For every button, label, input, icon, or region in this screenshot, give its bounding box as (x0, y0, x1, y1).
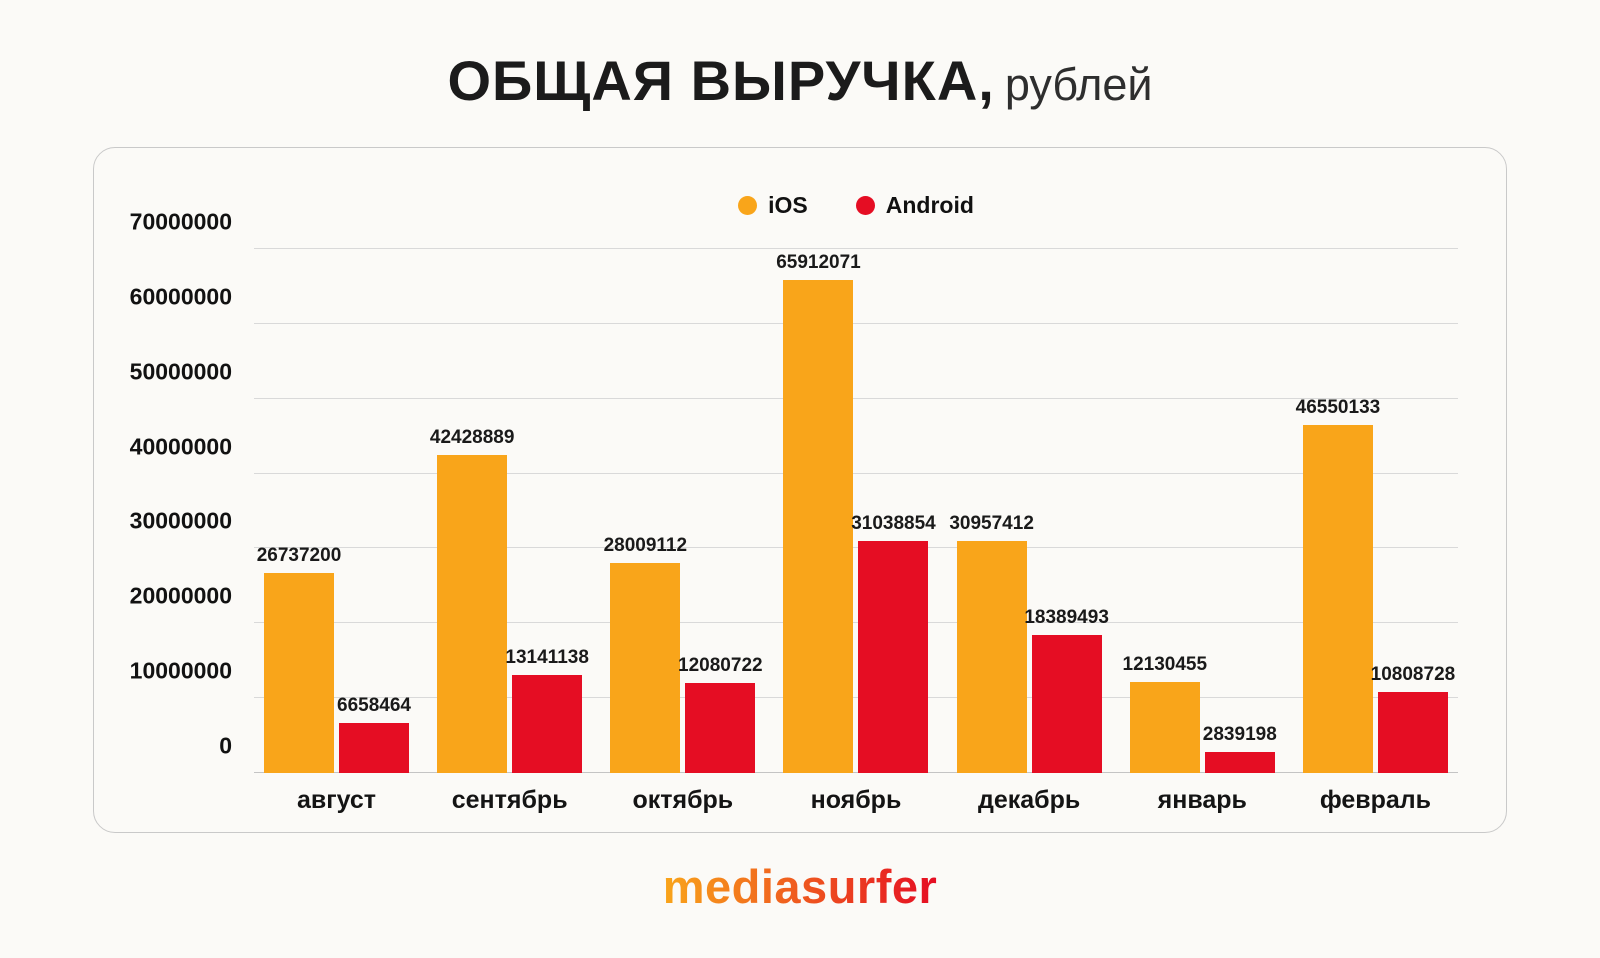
bar-ios: 12130455 (1123, 654, 1207, 773)
bars-layer: 26737200 6658464 август 42428889 13141138 сен… (254, 249, 1458, 814)
legend-dot-ios (738, 196, 758, 215)
bar-value-label: 18389493 (1024, 607, 1109, 629)
gridline (254, 322, 1458, 324)
bar-android: 13141138 (505, 647, 589, 773)
gridline (254, 622, 1458, 624)
y-axis-label: 30000000 (129, 507, 232, 534)
gridline (254, 472, 1458, 474)
legend-item-ios: iOS (738, 192, 808, 219)
bar-ios: 65912071 (776, 252, 861, 773)
bar-value-label: 65912071 (776, 251, 861, 273)
bar-value-label: 12080722 (678, 654, 763, 676)
bar-android: 12080722 (678, 655, 763, 773)
bar-group-ноябрь: 65912071 31038854 ноябрь (776, 249, 936, 814)
x-axis-label: август (296, 786, 377, 814)
x-axis-label: ноябрь (810, 786, 902, 814)
gridline (254, 397, 1458, 399)
page-title: ОБЩАЯ ВЫРУЧКА, рублей (0, 0, 1600, 113)
chart-card: iOS Android 0 10000000 20000000 30000000 4000… (93, 147, 1507, 833)
bar-value-label: 30957412 (949, 513, 1034, 535)
y-axis-label: 0 (219, 732, 232, 759)
bar-ios: 42428889 (430, 427, 514, 773)
bar-value-label: 10808728 (1370, 664, 1456, 686)
bar-value-label: 26737200 (256, 544, 342, 566)
y-axis-label: 70000000 (129, 208, 232, 235)
bar-android: 31038854 (851, 513, 936, 773)
y-axis-label: 10000000 (129, 657, 232, 684)
y-axis-label: 40000000 (129, 433, 232, 460)
bar-ios: 30957412 (949, 513, 1034, 773)
legend-item-android: Android (855, 192, 974, 219)
bar-android: 18389493 (1024, 607, 1109, 773)
bar-android: 2839198 (1203, 724, 1277, 773)
bar-value-label: 13141138 (505, 646, 589, 668)
bar-android: 6658464 (337, 695, 411, 773)
bar-android: 10808728 (1371, 664, 1455, 773)
x-axis-label: январь (1157, 786, 1247, 814)
bar-group-январь: 12130455 2839198 январь (1123, 249, 1277, 814)
y-axis-label: 50000000 (129, 358, 232, 385)
bar-group-октябрь: 28009112 12080722 октябрь (604, 249, 763, 814)
y-axis-label: 20000000 (129, 582, 232, 609)
y-axis-label: 60000000 (129, 283, 232, 310)
bar-group-август: 26737200 6658464 август (257, 249, 411, 814)
legend: iOS Android (254, 192, 1458, 219)
bar-ios: 26737200 (257, 545, 341, 773)
bar-value-label: 31038854 (851, 512, 936, 534)
page-title-sub: рублей (1004, 59, 1153, 110)
bar-group-февраль: 46550133 10808728 февраль (1296, 249, 1456, 814)
bar-group-декабрь: 30957412 18389493 декабрь (949, 249, 1109, 814)
bar-value-label: 12130455 (1122, 654, 1208, 676)
x-axis-label: декабрь (977, 786, 1081, 814)
gridline (254, 248, 1458, 249)
x-axis-label: сентябрь (451, 786, 568, 814)
legend-label-ios: iOS (768, 192, 808, 218)
bar-ios: 28009112 (604, 535, 687, 773)
brand-footer: mediasurfer (0, 859, 1600, 914)
bar-value-label: 2839198 (1202, 723, 1277, 745)
legend-dot-android (855, 196, 875, 215)
brand-logo: mediasurfer (662, 860, 938, 913)
gridline (254, 697, 1458, 699)
x-axis-label: октябрь (632, 786, 734, 814)
bar-value-label: 42428889 (429, 427, 515, 449)
bar-value-label: 46550133 (1295, 396, 1381, 418)
x-axis-label: февраль (1319, 786, 1432, 814)
x-axis-line (254, 772, 1458, 773)
bar-ios: 46550133 (1296, 397, 1380, 773)
bar-value-label: 28009112 (603, 535, 688, 557)
bar-group-сентябрь: 42428889 13141138 сентябрь (430, 249, 589, 814)
page-title-main: ОБЩАЯ ВЫРУЧКА, (447, 49, 995, 112)
bar-value-label: 6658464 (337, 695, 411, 717)
legend-label-android: Android (885, 192, 974, 218)
plot-area: 0 10000000 20000000 30000000 40000000 5000000… (130, 209, 1458, 814)
gridline (254, 547, 1458, 549)
